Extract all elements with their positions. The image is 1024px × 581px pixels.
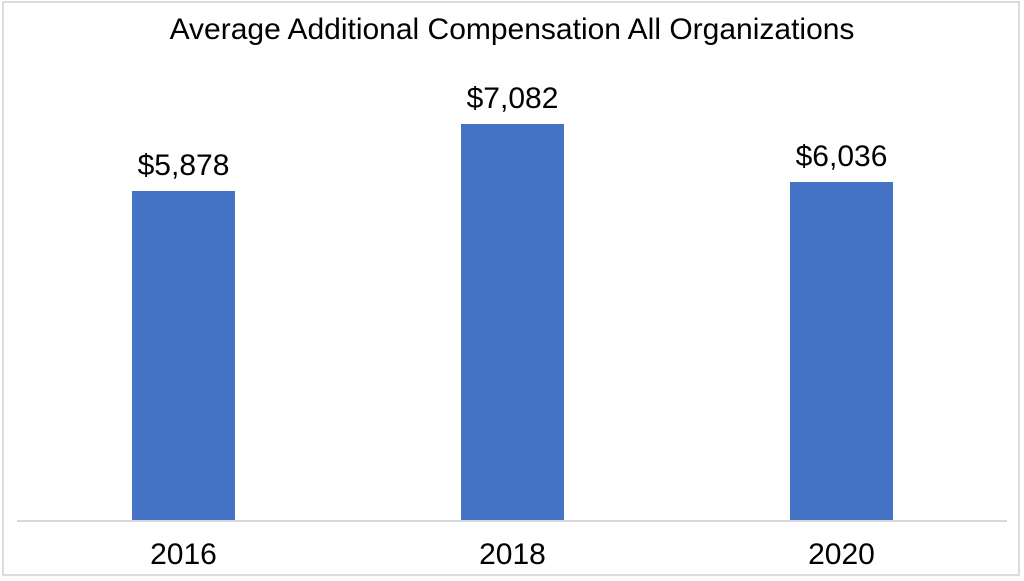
bar-2020 — [790, 182, 893, 521]
x-axis-label: 2020 — [808, 538, 875, 571]
bar-value-label: $6,036 — [795, 140, 888, 173]
chart-title: Average Additional Compensation All Orga… — [169, 13, 855, 46]
bar-2018 — [461, 124, 564, 521]
x-axis-line — [17, 520, 1007, 522]
bar-value-label: $7,082 — [466, 82, 559, 115]
x-axis-label: 2018 — [479, 538, 546, 571]
x-axis-label: 2016 — [150, 538, 217, 571]
bar-2016 — [132, 191, 235, 521]
bar-value-label: $5,878 — [137, 149, 230, 182]
